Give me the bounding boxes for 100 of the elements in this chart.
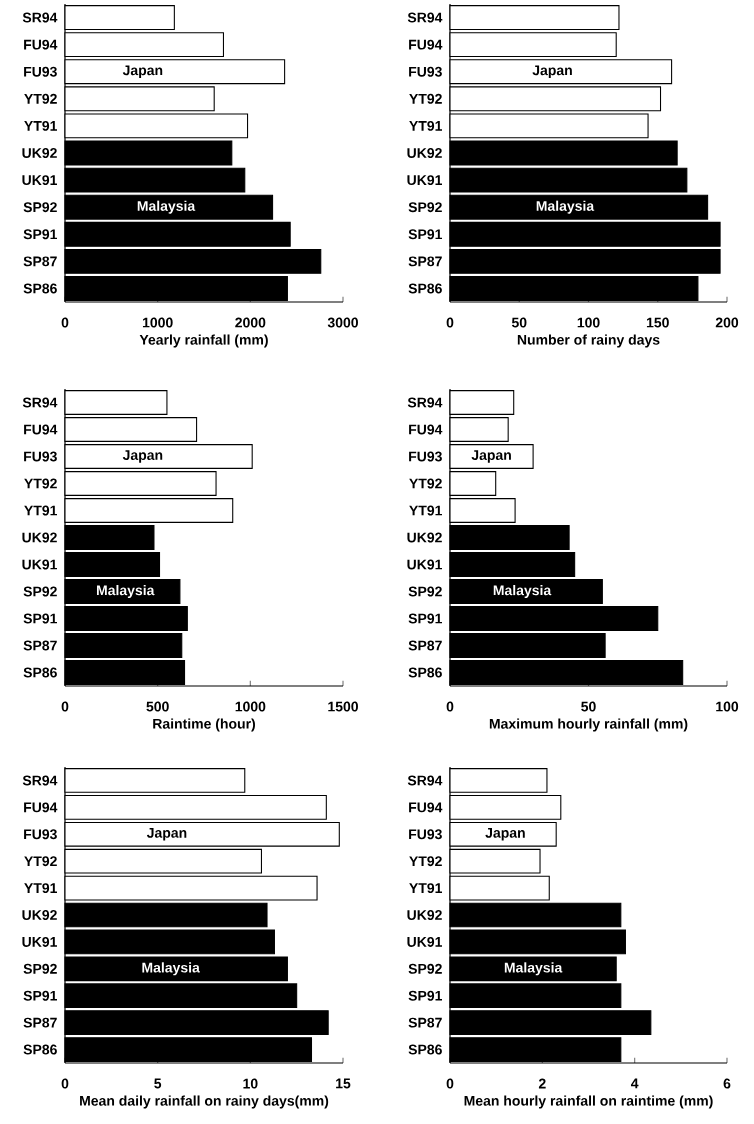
annotation: Malaysia xyxy=(493,584,552,599)
x-tick-label: 0 xyxy=(446,317,454,328)
x-axis-title: Mean hourly rainfall on raintime (mm) xyxy=(464,1095,713,1109)
y-tick-label: YT92 xyxy=(24,93,57,104)
y-tick-label: FU93 xyxy=(24,66,57,77)
y-tick-label: SP91 xyxy=(23,613,57,624)
y-tick-label: FU94 xyxy=(24,424,58,435)
y-tick-label: FU94 xyxy=(409,424,443,435)
x-tick-label: 150 xyxy=(646,317,669,328)
y-tick-label: SP92 xyxy=(23,963,57,974)
y-tick-label: SP91 xyxy=(408,990,442,1001)
x-tick-label: 50 xyxy=(581,701,596,712)
y-tick-label: UK92 xyxy=(22,148,57,158)
y-tick-label: YT91 xyxy=(409,120,442,131)
y-tick-label: YT91 xyxy=(409,883,442,894)
y-tick-label: SP86 xyxy=(23,1044,57,1055)
x-tick-label: 15 xyxy=(336,1078,351,1089)
y-tick-label: UK91 xyxy=(22,936,57,947)
x-tick-label: 1000 xyxy=(235,701,266,712)
y-tick-label: SR94 xyxy=(22,12,58,23)
annotation: Japan xyxy=(146,828,187,841)
y-tick-label: SR94 xyxy=(22,775,58,786)
x-tick-label: 200 xyxy=(715,317,739,328)
x-tick-label: 4 xyxy=(630,1078,639,1089)
y-tick-label: UK91 xyxy=(22,175,57,186)
y-tick-label: SP91 xyxy=(408,229,442,240)
y-tick-label: SP91 xyxy=(408,613,442,624)
y-tick-label: SP92 xyxy=(408,963,442,974)
x-axis-title: Raintime (hour) xyxy=(153,718,255,732)
y-tick-label: SP92 xyxy=(408,202,442,213)
y-tick-label: SP92 xyxy=(23,202,57,213)
y-tick-label: YT92 xyxy=(24,478,57,489)
x-tick-label: 2 xyxy=(538,1078,546,1089)
annotation: Malaysia xyxy=(137,200,196,214)
x-tick-label: 100 xyxy=(577,317,600,328)
x-tick-label: 0 xyxy=(446,1078,454,1089)
y-tick-label: SP92 xyxy=(23,586,57,597)
y-tick-label: FU94 xyxy=(409,802,443,813)
y-tick-label: UK91 xyxy=(407,175,442,186)
x-tick-label: 0 xyxy=(61,701,69,712)
x-tick-label: 0 xyxy=(61,1078,69,1089)
x-tick-label: 10 xyxy=(243,1078,258,1089)
y-tick-label: UK92 xyxy=(407,910,442,920)
y-tick-label: SP87 xyxy=(23,256,57,267)
y-tick-label: UK92 xyxy=(407,532,442,543)
y-tick-label: YT92 xyxy=(409,93,442,104)
x-tick-label: 6 xyxy=(723,1078,731,1089)
y-tick-label: FU94 xyxy=(409,39,443,50)
y-tick-label: SP87 xyxy=(23,640,57,651)
annotation: Japan xyxy=(485,828,525,841)
annotation: Japan xyxy=(471,450,511,463)
y-tick-label: FU94 xyxy=(24,802,58,813)
x-tick-label: 0 xyxy=(61,317,69,328)
x-tick-label: 5 xyxy=(154,1078,162,1089)
annotation: Japan xyxy=(532,65,572,78)
y-tick-label: UK92 xyxy=(22,910,57,920)
y-tick-label: SP86 xyxy=(408,1044,442,1055)
y-tick-label: SP91 xyxy=(23,990,57,1001)
y-tick-label: YT92 xyxy=(24,856,57,867)
annotation: Japan xyxy=(122,65,163,78)
y-tick-label: YT92 xyxy=(409,856,442,867)
y-tick-label: SP86 xyxy=(408,283,442,294)
y-tick-label: SP87 xyxy=(23,1017,57,1028)
y-tick-label: SP86 xyxy=(408,667,442,678)
y-tick-label: SR94 xyxy=(407,775,443,786)
x-tick-label: 1000 xyxy=(142,317,173,328)
y-tick-label: YT91 xyxy=(24,505,57,516)
y-tick-label: SP87 xyxy=(408,256,442,267)
annotation: Malaysia xyxy=(142,962,200,976)
x-tick-label: 100 xyxy=(716,701,739,712)
y-tick-label: FU94 xyxy=(24,39,58,50)
x-tick-label: 500 xyxy=(146,701,169,712)
y-tick-label: UK92 xyxy=(407,148,442,158)
y-tick-label: FU93 xyxy=(409,829,442,840)
x-axis-title: Yearly rainfall (mm) xyxy=(139,334,268,348)
annotation: Malaysia xyxy=(96,584,155,599)
y-tick-label: UK91 xyxy=(22,559,57,570)
y-tick-label: SP87 xyxy=(408,640,442,651)
y-tick-label: FU93 xyxy=(409,66,442,77)
y-tick-label: SR94 xyxy=(407,397,443,408)
x-tick-label: 1500 xyxy=(328,701,358,712)
annotation: Japan xyxy=(122,450,163,463)
y-tick-label: YT91 xyxy=(24,120,57,131)
y-tick-label: UK91 xyxy=(407,559,442,570)
x-tick-label: 3000 xyxy=(327,317,358,328)
y-tick-label: FU93 xyxy=(24,451,57,462)
y-tick-label: UK91 xyxy=(407,936,442,947)
annotation: Malaysia xyxy=(536,200,595,214)
y-tick-label: FU93 xyxy=(409,451,442,462)
y-tick-label: SP92 xyxy=(408,586,442,597)
x-axis-title: Number of rainy days xyxy=(517,334,660,348)
y-tick-label: YT91 xyxy=(409,505,442,516)
y-tick-label: SR94 xyxy=(407,12,443,23)
y-tick-label: SP86 xyxy=(23,283,57,294)
y-tick-label: SP87 xyxy=(408,1017,442,1028)
y-tick-label: SP86 xyxy=(23,667,57,678)
y-tick-label: SP91 xyxy=(23,229,57,240)
y-tick-label: FU93 xyxy=(24,829,57,840)
y-tick-label: SR94 xyxy=(22,397,58,408)
x-tick-label: 0 xyxy=(446,701,454,712)
